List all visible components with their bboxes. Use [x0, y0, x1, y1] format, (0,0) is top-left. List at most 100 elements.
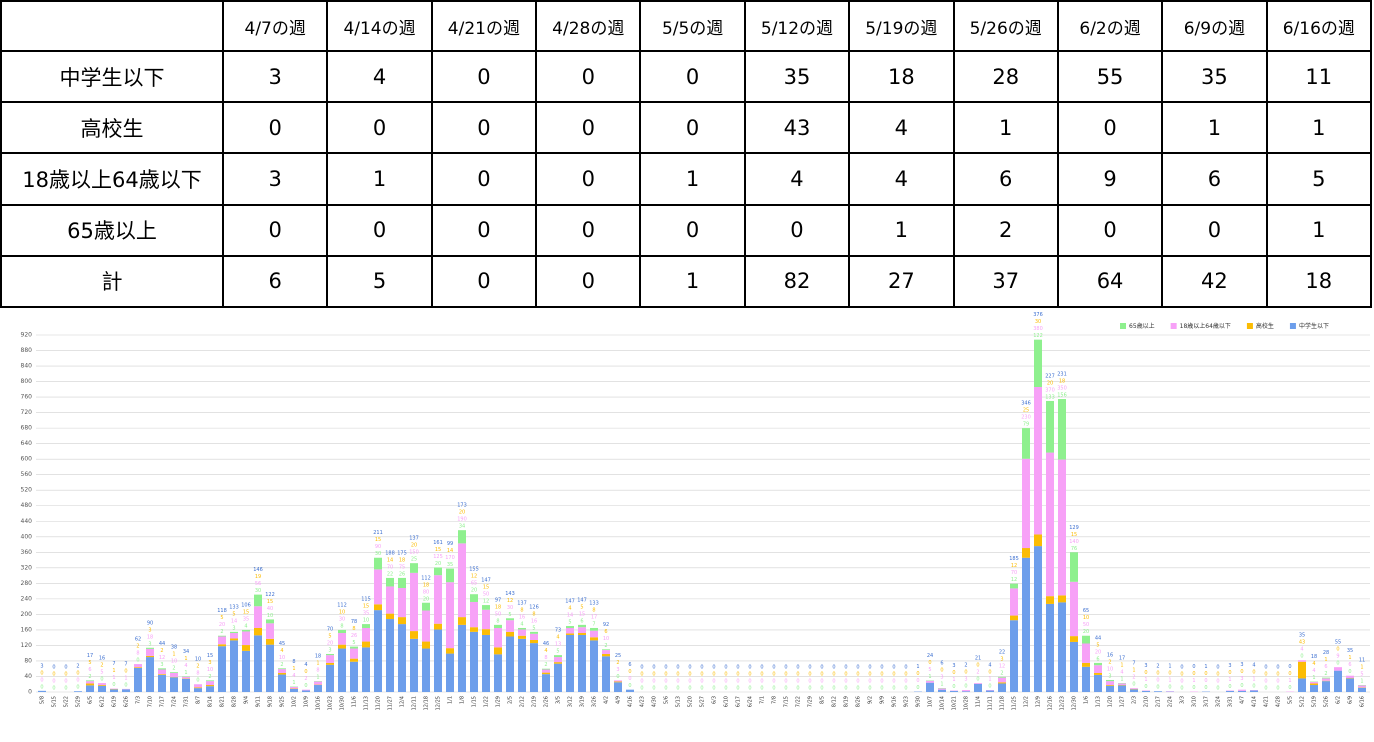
- bar-segment: [590, 627, 598, 631]
- data-label: 20: [423, 596, 429, 602]
- data-label: 211: [373, 530, 383, 536]
- x-tick-label: 4/23: [640, 696, 646, 707]
- data-label: 0: [796, 686, 799, 692]
- x-tick-label: 6/5: [88, 696, 94, 704]
- x-tick-label: 6/3: [712, 696, 718, 704]
- bar-segment: [1010, 620, 1018, 692]
- data-label: 0: [52, 672, 55, 678]
- data-label: 112: [421, 575, 431, 581]
- data-label: 70: [1011, 570, 1017, 576]
- bar-segment: [38, 690, 46, 692]
- data-label: 0: [856, 679, 859, 685]
- data-label: 0: [892, 672, 895, 678]
- data-label: 1: [1120, 663, 1123, 669]
- data-label: 92: [603, 622, 609, 628]
- bar-segment: [1094, 662, 1102, 666]
- bar-segment: [590, 640, 598, 692]
- data-label: 5: [328, 633, 331, 639]
- data-label: 20: [459, 510, 465, 516]
- data-label: 0: [796, 672, 799, 678]
- bar-segment: [374, 557, 382, 570]
- data-label: 0: [1216, 679, 1219, 685]
- x-tick-label: 9/16: [892, 696, 898, 707]
- data-label: 0: [1336, 647, 1339, 653]
- x-tick-label: 10/28: [964, 696, 970, 710]
- bar-segment: [614, 680, 622, 682]
- data-label: 0: [136, 658, 139, 664]
- data-label: 5: [556, 649, 559, 655]
- x-tick-label: 3/12: [568, 696, 574, 707]
- data-label: 0: [76, 671, 79, 677]
- data-label: 0: [688, 679, 691, 685]
- data-label: 0: [784, 672, 787, 678]
- x-tick-label: 5/13: [676, 696, 682, 707]
- y-tick-label: 920: [21, 332, 33, 339]
- x-tick-label: 9/11: [256, 696, 262, 707]
- bar-segment: [410, 572, 418, 632]
- bar-segment: [1298, 661, 1306, 679]
- bar-segment: [134, 667, 142, 692]
- data-label: 5: [1360, 672, 1363, 678]
- bar-segment: [506, 620, 514, 632]
- x-tick-label: 6/12: [100, 696, 106, 707]
- data-label: 0: [772, 679, 775, 685]
- y-tick-label: 800: [21, 378, 33, 385]
- bar-segment: [938, 688, 946, 690]
- data-label: 0: [1192, 685, 1195, 691]
- bar-segment: [278, 674, 286, 692]
- y-tick-label: 880: [21, 347, 33, 354]
- data-label: 346: [1021, 401, 1031, 407]
- cell: 3: [221, 152, 329, 206]
- bar-segment: [230, 640, 238, 692]
- x-tick-label: 10/2: [292, 696, 298, 707]
- bar-segment: [242, 631, 250, 646]
- data-label: 0: [1180, 679, 1183, 685]
- data-label: 16: [519, 614, 525, 620]
- data-label: 3: [232, 625, 235, 631]
- bar-segment: [1046, 452, 1054, 597]
- data-label: 4: [1312, 668, 1315, 674]
- data-label: 2: [196, 664, 199, 670]
- bar-segment: [1130, 688, 1138, 689]
- data-label: 1: [184, 670, 187, 676]
- x-tick-label: 1/1: [448, 696, 454, 704]
- data-label: 0: [712, 679, 715, 685]
- data-label: 0: [844, 672, 847, 678]
- data-label: 0: [1216, 665, 1219, 671]
- column-header: 6/2の週: [1056, 0, 1164, 52]
- bar-segment: [242, 650, 250, 692]
- data-label: 3: [160, 662, 163, 668]
- data-label: 0: [1276, 679, 1279, 685]
- bar-segment: [374, 569, 382, 605]
- data-label: 0: [1204, 685, 1207, 691]
- x-tick-label: 5/19: [1312, 696, 1318, 707]
- bar-segment: [230, 638, 238, 641]
- bar-segment: [494, 624, 502, 628]
- bar-segment: [530, 631, 538, 634]
- bar-segment: [386, 586, 394, 614]
- data-label: 0: [1264, 665, 1267, 671]
- x-tick-label: 7/31: [184, 696, 190, 707]
- x-tick-label: 7/3: [136, 696, 142, 704]
- bar-segment: [266, 644, 274, 692]
- bar-segment: [1322, 681, 1330, 692]
- data-label: 0: [628, 676, 631, 682]
- data-label: 4: [1300, 647, 1303, 653]
- x-tick-label: 1/29: [496, 696, 502, 707]
- data-label: 7: [1132, 661, 1135, 667]
- data-label: 26: [399, 571, 405, 577]
- data-label: 5: [100, 670, 103, 676]
- bar-segment: [1346, 678, 1354, 692]
- data-label: 4: [304, 662, 307, 668]
- bar-segment: [506, 618, 514, 621]
- bar-segment: [962, 691, 970, 692]
- column-header: 5/19の週: [848, 0, 955, 52]
- data-label: 5: [580, 604, 583, 610]
- data-label: 0: [736, 672, 739, 678]
- bar-segment: [1022, 548, 1030, 558]
- data-label: 99: [447, 541, 453, 547]
- y-tick-label: 760: [21, 394, 33, 401]
- data-label: 227: [1045, 373, 1055, 379]
- bar-segment: [86, 685, 94, 692]
- data-label: 0: [196, 678, 199, 684]
